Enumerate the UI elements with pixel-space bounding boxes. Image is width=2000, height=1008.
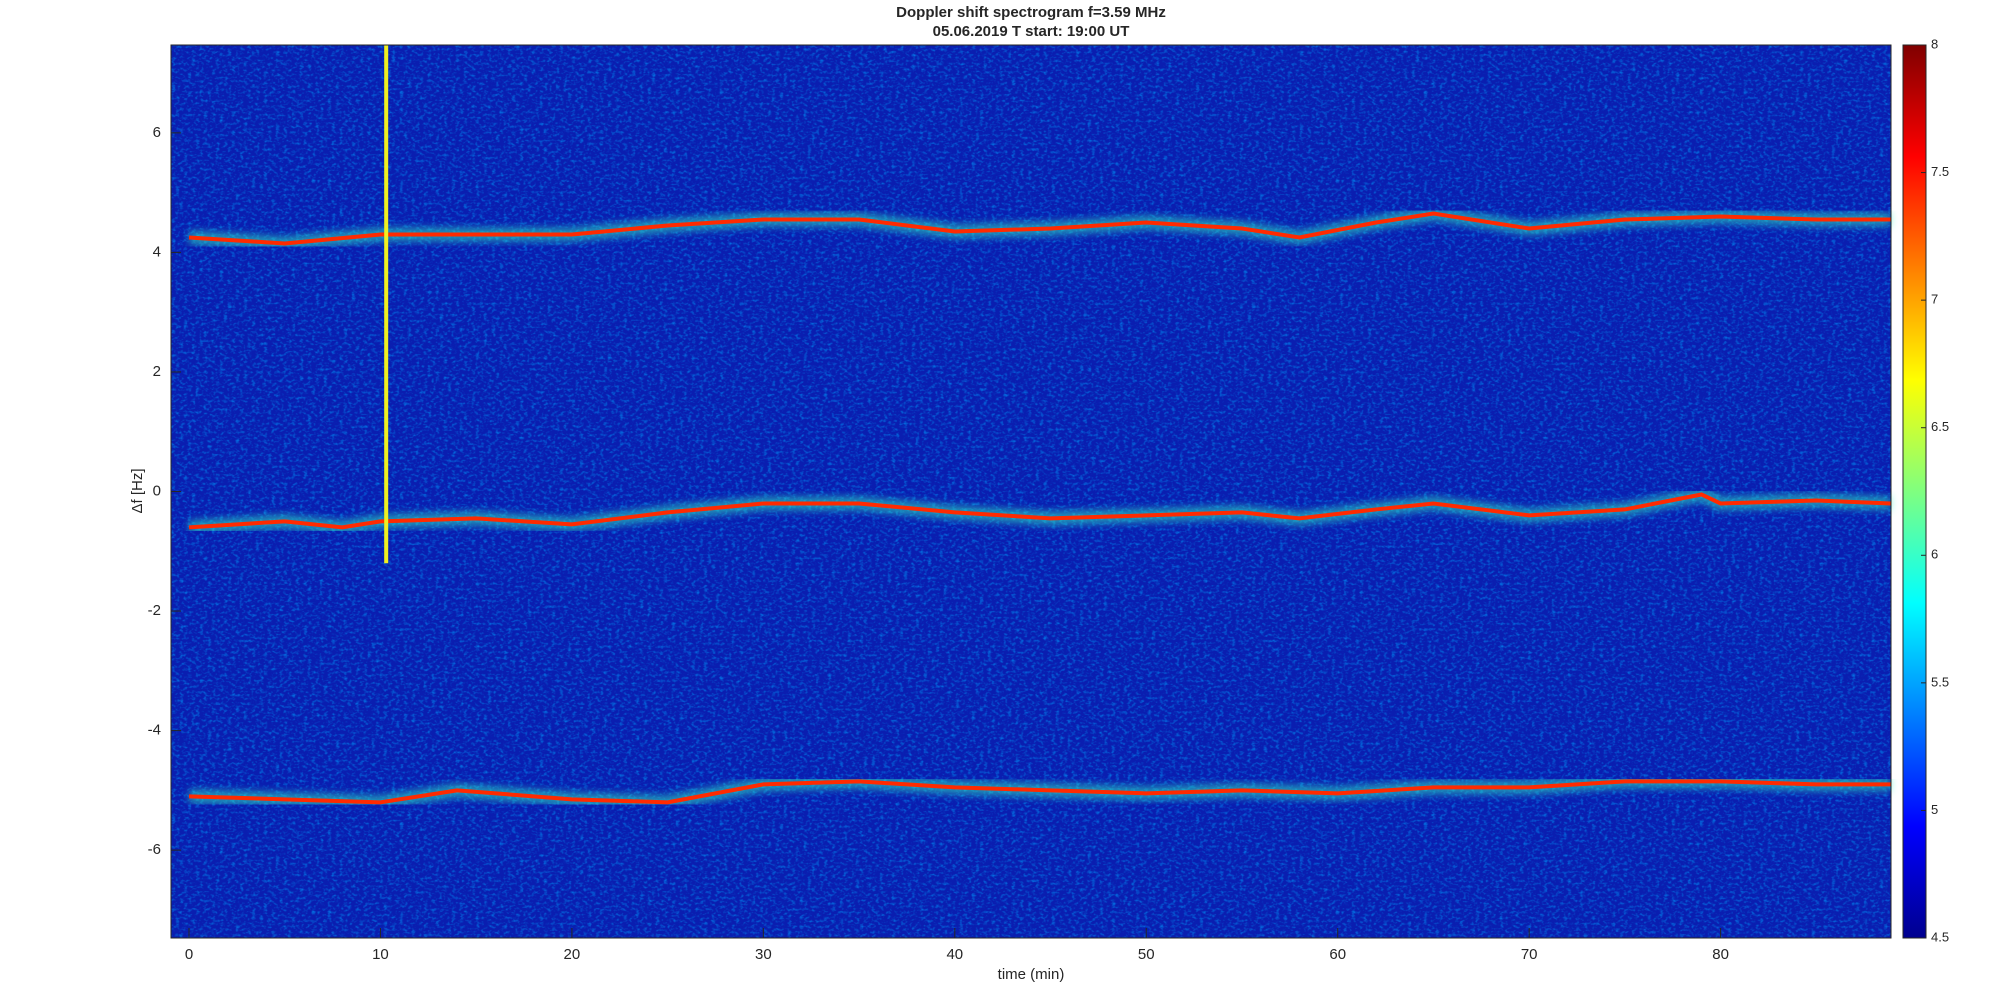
x-tick-label: 20 (564, 946, 581, 963)
x-tick-label: 0 (185, 946, 193, 963)
x-tick-label: 30 (755, 946, 772, 963)
x-tick-label: 70 (1521, 946, 1538, 963)
y-tick-label: 6 (153, 124, 161, 141)
colorbar (1902, 44, 1927, 939)
x-tick-label: 60 (1329, 946, 1346, 963)
y-tick-label: 4 (153, 243, 161, 260)
y-tick-label: -2 (148, 602, 161, 619)
y-tick-label: 2 (153, 363, 161, 380)
chart-subtitle: 05.06.2019 T start: 19:00 UT (933, 23, 1130, 40)
colorbar-tick-label: 7.5 (1931, 164, 1949, 179)
signal-trace (188, 779, 1891, 805)
colorbar-tick-label: 8 (1931, 36, 1938, 51)
x-tick-label: 10 (372, 946, 389, 963)
signal-trace (188, 492, 1892, 530)
y-tick-label: -6 (148, 841, 161, 858)
colorbar-tick-label: 6 (1931, 547, 1938, 562)
y-tick-label: -4 (148, 722, 161, 739)
x-tick-label: 40 (946, 946, 963, 963)
colorbar-tick-label: 5 (1931, 802, 1938, 817)
chart-title: Doppler shift spectrogram f=3.59 MHz (896, 4, 1166, 21)
colorbar-tick-label: 4.5 (1931, 929, 1949, 944)
colorbar-tick-label: 5.5 (1931, 674, 1949, 689)
noise-texture (171, 45, 1891, 938)
y-axis-label: Δf [Hz] (129, 468, 146, 513)
x-tick-label: 50 (1138, 946, 1155, 963)
signal-trace (188, 211, 1891, 246)
colorbar-tick-label: 7 (1931, 292, 1938, 307)
x-axis-label: time (min) (998, 966, 1065, 983)
y-tick-label: 0 (153, 482, 161, 499)
x-tick-label: 80 (1712, 946, 1729, 963)
colorbar-tick-label: 6.5 (1931, 419, 1949, 434)
